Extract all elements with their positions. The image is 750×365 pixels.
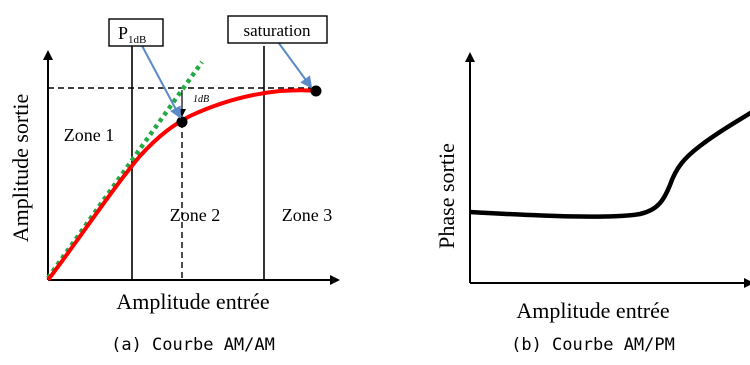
am-pm-curve [469, 110, 750, 219]
p1db-label: P [118, 23, 128, 43]
am-pm-diagram: Phase sortie Amplitude entrée (b) Courbe… [434, 52, 750, 355]
saturation-point [310, 85, 322, 97]
am-pm-caption: (b) Courbe AM/PM [511, 335, 675, 355]
zone-2-label: Zone 2 [170, 205, 220, 225]
am-am-diagram: P1dB saturation 1dB Zone 1 Zone 2 Zone 3… [8, 15, 340, 355]
saturation-label-box [227, 15, 328, 44]
p1db-subscript: 1dB [128, 34, 146, 46]
zone-3-label: Zone 3 [282, 205, 332, 225]
am-pm-x-axis-label: Amplitude entrée [516, 298, 669, 323]
svg-text:P1dB: P1dB [118, 23, 146, 46]
p1db-label-box [108, 18, 164, 47]
saturation-label: saturation [243, 21, 311, 40]
am-am-x-axis-label: Amplitude entrée [116, 289, 269, 314]
p1db-point [176, 116, 188, 128]
saturation-callout-arrow [277, 41, 313, 89]
p1db-callout-arrow [139, 41, 181, 119]
compression-gap-label: 1dB [193, 94, 209, 105]
am-am-y-axis-label: Amplitude sortie [8, 94, 33, 242]
am-am-caption: (a) Courbe AM/AM [111, 335, 275, 355]
am-pm-y-axis-label: Phase sortie [434, 143, 459, 249]
zone-1-label: Zone 1 [64, 125, 114, 145]
